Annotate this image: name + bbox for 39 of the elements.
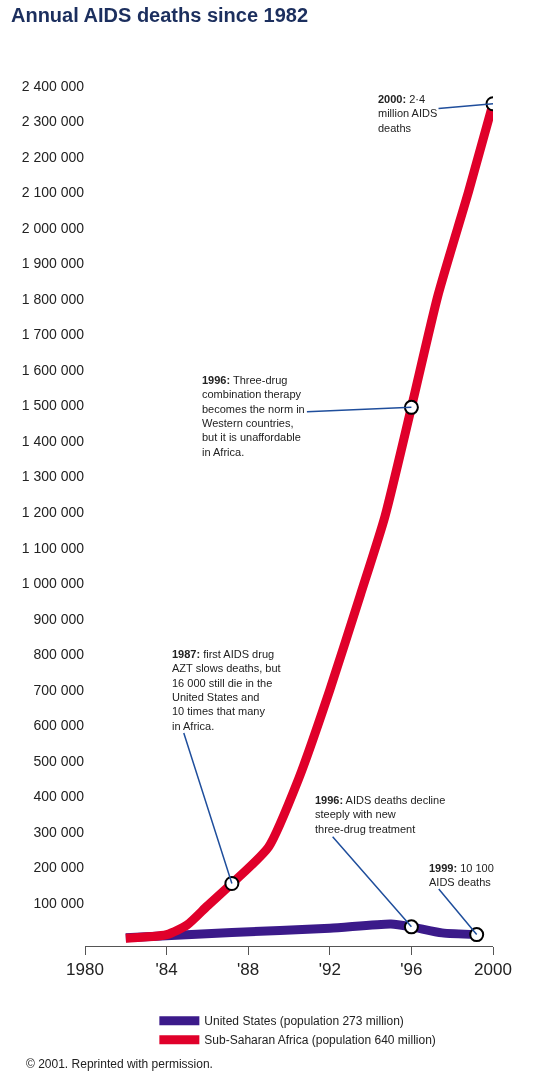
y-tick-label: 800 000 bbox=[33, 646, 85, 663]
y-tick-label: 2 100 000 bbox=[21, 184, 85, 201]
y-tick-label: 2 400 000 bbox=[21, 77, 85, 94]
annotation: 1996: AIDS deaths decline steeply with new three-drug treatment bbox=[315, 794, 446, 835]
annotation: 1999: 10 100 AIDS deaths bbox=[429, 862, 494, 889]
x-tick-label: '84 bbox=[155, 960, 178, 980]
x-tick-label: '88 bbox=[237, 960, 260, 980]
y-tick-label: 400 000 bbox=[33, 788, 85, 805]
y-tick-label: 1 400 000 bbox=[21, 432, 85, 449]
x-tick-label: 1980 bbox=[66, 960, 104, 980]
x-tick-label: 2000 bbox=[474, 960, 512, 980]
x-tick-label: '92 bbox=[318, 960, 341, 980]
x-tick-label: '96 bbox=[400, 960, 423, 980]
y-tick-label: 1 300 000 bbox=[21, 468, 85, 485]
y-tick-label: 200 000 bbox=[33, 859, 85, 876]
y-tick-label: 700 000 bbox=[33, 681, 85, 698]
y-tick-label: 300 000 bbox=[33, 823, 85, 840]
y-tick-label: 1 500 000 bbox=[21, 397, 85, 414]
chart-title: Annual AIDS deaths since 1982 bbox=[10, 4, 309, 26]
y-tick-label: 1 900 000 bbox=[21, 255, 85, 272]
annotation: 1987: first AIDS drug AZT slows deaths, but 16 000 still die in the United States and 10 times that many in Africa. bbox=[172, 648, 281, 732]
y-tick-label: 2 200 000 bbox=[21, 148, 85, 165]
legend-label: Sub-Saharan Africa (population 640 million) bbox=[204, 1033, 436, 1048]
y-tick-label: 2 000 000 bbox=[21, 219, 85, 236]
text: © 2001. Reprinted with permission. bbox=[26, 1057, 213, 1071]
y-tick-label: 1 000 000 bbox=[21, 575, 85, 592]
y-tick-label: 600 000 bbox=[33, 717, 85, 734]
y-tick-label: 2 300 000 bbox=[21, 113, 85, 130]
annotation: 1996: Three-drug combination therapy becomes the norm in Western countries, but it is unaffordable in Africa. bbox=[202, 374, 305, 458]
y-tick-label: 100 000 bbox=[33, 894, 85, 911]
y-tick-label: 1 700 000 bbox=[21, 326, 85, 343]
y-tick-label: 500 000 bbox=[33, 752, 85, 769]
annotation: 2000: 2·4 million AIDS deaths bbox=[378, 93, 438, 134]
y-tick-label: 900 000 bbox=[33, 610, 85, 627]
y-tick-label: 1 800 000 bbox=[21, 290, 85, 307]
y-tick-label: 1 600 000 bbox=[21, 361, 85, 378]
legend-label: United States (population 273 million) bbox=[204, 1014, 404, 1029]
y-tick-label: 1 200 000 bbox=[21, 503, 85, 520]
y-tick-label: 1 100 000 bbox=[21, 539, 85, 556]
